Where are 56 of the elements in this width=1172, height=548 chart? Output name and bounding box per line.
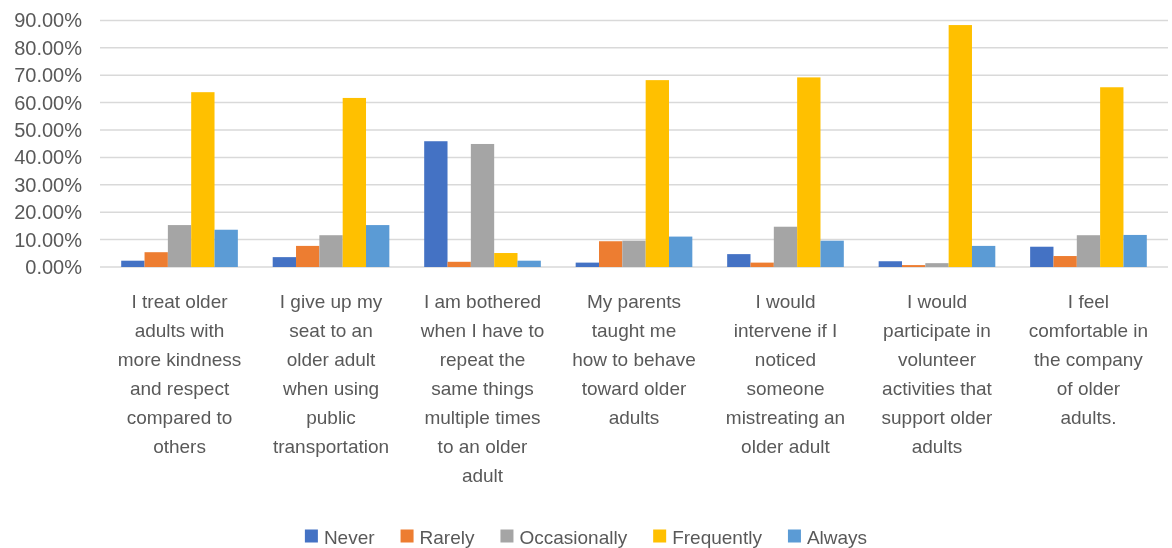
- bar: [1076, 235, 1101, 267]
- legend-label: Never: [323, 526, 376, 548]
- bar: [971, 245, 996, 267]
- bar: [447, 261, 471, 267]
- y-tick-label: 40.00%: [14, 146, 83, 169]
- bar: [272, 257, 297, 267]
- x-tick-label: I would participate in volunteer activities that support older adults: [881, 291, 994, 457]
- bar: [319, 235, 343, 267]
- x-tick-label: I treat older adults with more kindness and respect compared to others: [117, 291, 242, 457]
- bar: [296, 245, 320, 267]
- y-tick-label: 60.00%: [14, 91, 83, 114]
- bar: [366, 225, 390, 267]
- x-tick-label: My parents taught me how to behave toward older adults: [572, 291, 696, 428]
- x-tick-label: I feel comfortable in the company of older adults.: [1028, 291, 1149, 428]
- bar: [645, 80, 669, 267]
- bar: [750, 262, 774, 267]
- bar: [820, 240, 844, 267]
- y-tick-label: 10.00%: [14, 228, 83, 251]
- bar: [797, 77, 821, 267]
- y-tick-label: 70.00%: [14, 64, 83, 87]
- bar: [424, 141, 448, 267]
- legend-label: Frequently: [672, 526, 763, 548]
- x-tick-label: I am bothered when I have to repeat the same things multiple times to an older adult: [419, 291, 545, 486]
- y-tick-label: 90.00%: [14, 9, 83, 32]
- y-tick-label: 20.00%: [14, 201, 83, 224]
- bar: [191, 92, 215, 267]
- bar: [517, 260, 541, 267]
- bar: [1123, 234, 1147, 267]
- legend-label: Always: [806, 526, 868, 548]
- bar: [727, 254, 751, 267]
- bar: [144, 252, 168, 267]
- bar: [773, 226, 798, 267]
- y-tick-label: 50.00%: [14, 119, 83, 141]
- bar: [599, 241, 623, 267]
- bar: [494, 253, 518, 267]
- y-tick-label: 0.00%: [25, 256, 83, 278]
- bar: [1030, 246, 1054, 267]
- x-tick-label: I would intervene if I noticed someone mistreating an older adult: [725, 291, 846, 457]
- legend-label: Occasionally: [519, 526, 628, 548]
- bar: [668, 236, 693, 267]
- bar: [948, 25, 972, 267]
- bar: [214, 229, 238, 267]
- bar: [167, 225, 192, 267]
- bar: [622, 240, 646, 267]
- legend-label: Rarely: [419, 526, 475, 548]
- x-tick-label: I give up my seat to an older adult when using public transportation: [272, 291, 390, 457]
- bar: [575, 262, 600, 267]
- bar: [878, 261, 902, 267]
- bar: [1100, 87, 1124, 267]
- y-tick-label: 80.00%: [14, 36, 83, 59]
- bar: [121, 260, 145, 267]
- bar: [1053, 256, 1077, 267]
- bar: [470, 143, 495, 267]
- bar: [925, 263, 949, 267]
- bar: [342, 97, 367, 267]
- y-tick-label: 30.00%: [14, 173, 83, 196]
